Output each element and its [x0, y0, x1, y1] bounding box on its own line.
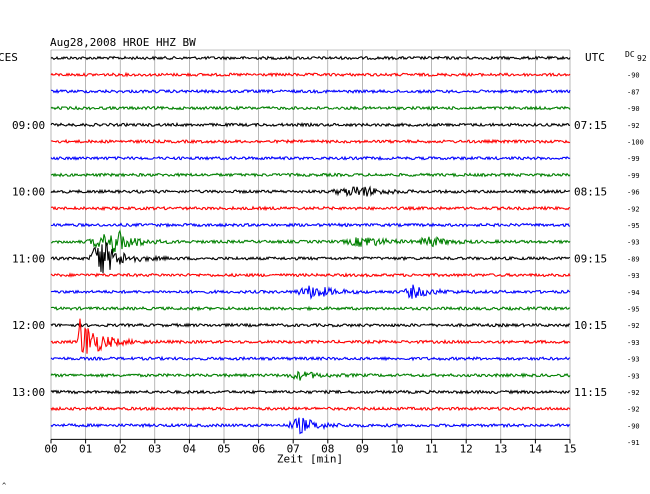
dc-first-value: 92: [637, 54, 647, 63]
seismic-trace: [50, 370, 571, 381]
seismic-trace: [51, 88, 571, 95]
right-time-label: 08:15: [574, 186, 607, 199]
dc-offset-label: -93: [627, 339, 640, 347]
seismic-trace: [50, 272, 571, 278]
x-tick-label: 00: [44, 442, 57, 455]
right-time-label: 09:15: [574, 252, 607, 265]
x-tick-label: 01: [79, 442, 92, 455]
x-tick-label: 06: [252, 442, 265, 455]
dc-offset-label: -95: [627, 306, 640, 314]
seismic-trace: [50, 355, 571, 362]
dc-offset-label: -92: [627, 322, 640, 330]
left-time-labels: 09:00 10:00 11:00 12:00 13:00: [12, 119, 45, 399]
dc-offset-label: -89: [627, 255, 640, 263]
seismic-trace: [50, 241, 571, 274]
seismic-trace: [50, 185, 571, 198]
dc-offset-label: -95: [627, 222, 640, 230]
seismic-trace: [50, 121, 570, 128]
seismic-trace: [50, 55, 571, 61]
x-tick-label: 11: [425, 442, 438, 455]
left-time-label: 10:00: [12, 186, 45, 199]
x-tick-label: 08: [321, 442, 334, 455]
dc-offset-label: -90: [627, 105, 640, 113]
dc-offset-label: -100: [627, 139, 644, 147]
dc-offset-label: -87: [627, 88, 640, 96]
seismic-trace: [50, 205, 571, 212]
corner-mark: ^: [2, 482, 6, 490]
x-tick-label: 02: [114, 442, 127, 455]
left-time-label: 09:00: [12, 119, 45, 132]
seismic-trace: [50, 172, 571, 178]
x-tick-label: 09: [356, 442, 369, 455]
seismic-trace: [50, 222, 571, 228]
dc-label: DC: [625, 50, 635, 59]
seismic-trace: [50, 284, 571, 300]
left-timezone-label: CES: [0, 51, 18, 64]
dc-offset-label: -93: [627, 356, 640, 364]
dc-offset-label: -93: [627, 372, 640, 380]
seismic-trace: [50, 229, 571, 253]
dc-offset-label: -92: [627, 122, 640, 130]
x-tick-label: 05: [217, 442, 230, 455]
dc-offset-label: -91: [627, 439, 640, 447]
seismic-trace: [50, 322, 571, 328]
left-time-label: 11:00: [12, 252, 45, 265]
dc-offset-label: -92: [627, 406, 640, 414]
dc-offset-label: -94: [627, 289, 640, 297]
seismic-trace: [50, 71, 571, 78]
left-time-label: 12:00: [12, 319, 45, 332]
right-time-labels: 07:15 08:15 09:15 10:15 11:15: [574, 119, 607, 399]
dc-offset-label: -96: [627, 189, 640, 197]
traces: [50, 55, 571, 435]
seismic-trace: [50, 417, 571, 435]
right-timezone-label: UTC: [585, 51, 605, 64]
x-tick-label: 15: [563, 442, 576, 455]
x-tick-label: 03: [148, 442, 161, 455]
seismic-trace: [50, 138, 571, 145]
x-tick-label: 07: [287, 442, 300, 455]
left-time-label: 13:00: [12, 386, 45, 399]
x-tick-label: 14: [529, 442, 543, 455]
x-tick-label: 13: [494, 442, 507, 455]
dc-offset-label: -93: [627, 272, 640, 280]
x-tick-label: 04: [183, 442, 197, 455]
x-axis-label: Zeit [min]: [277, 452, 343, 465]
dc-offset-label: -90: [627, 72, 640, 80]
chart-title: Aug28,2008 HROE HHZ BW: [50, 36, 196, 49]
seismic-trace: [50, 389, 571, 395]
dc-offset-label: -92: [627, 389, 640, 397]
x-axis-ticks: 00 01 02 03 04 05 06 07 08 09 10 11 12 13 14 15: [44, 439, 577, 455]
dc-offset-label: -99: [627, 155, 640, 163]
right-time-label: 10:15: [574, 319, 607, 332]
x-tick-label: 12: [460, 442, 473, 455]
dc-offset-label: -93: [627, 239, 640, 247]
dc-offset-labels: -90 -87 -90 -92 -100 -99 -99 -96 -92 -95 -93 -89 -93…: [627, 72, 644, 447]
dc-offset-label: -90: [627, 422, 640, 430]
dc-offset-label: -92: [627, 205, 640, 213]
right-time-label: 11:15: [574, 386, 607, 399]
seismic-trace: [50, 155, 571, 161]
dc-offset-label: -99: [627, 172, 640, 180]
right-time-label: 07:15: [574, 119, 607, 132]
x-tick-label: 10: [390, 442, 403, 455]
seismic-trace: [50, 105, 571, 111]
seismic-trace: [50, 405, 571, 412]
seismic-trace: [50, 318, 571, 354]
seismic-trace: [50, 305, 571, 312]
